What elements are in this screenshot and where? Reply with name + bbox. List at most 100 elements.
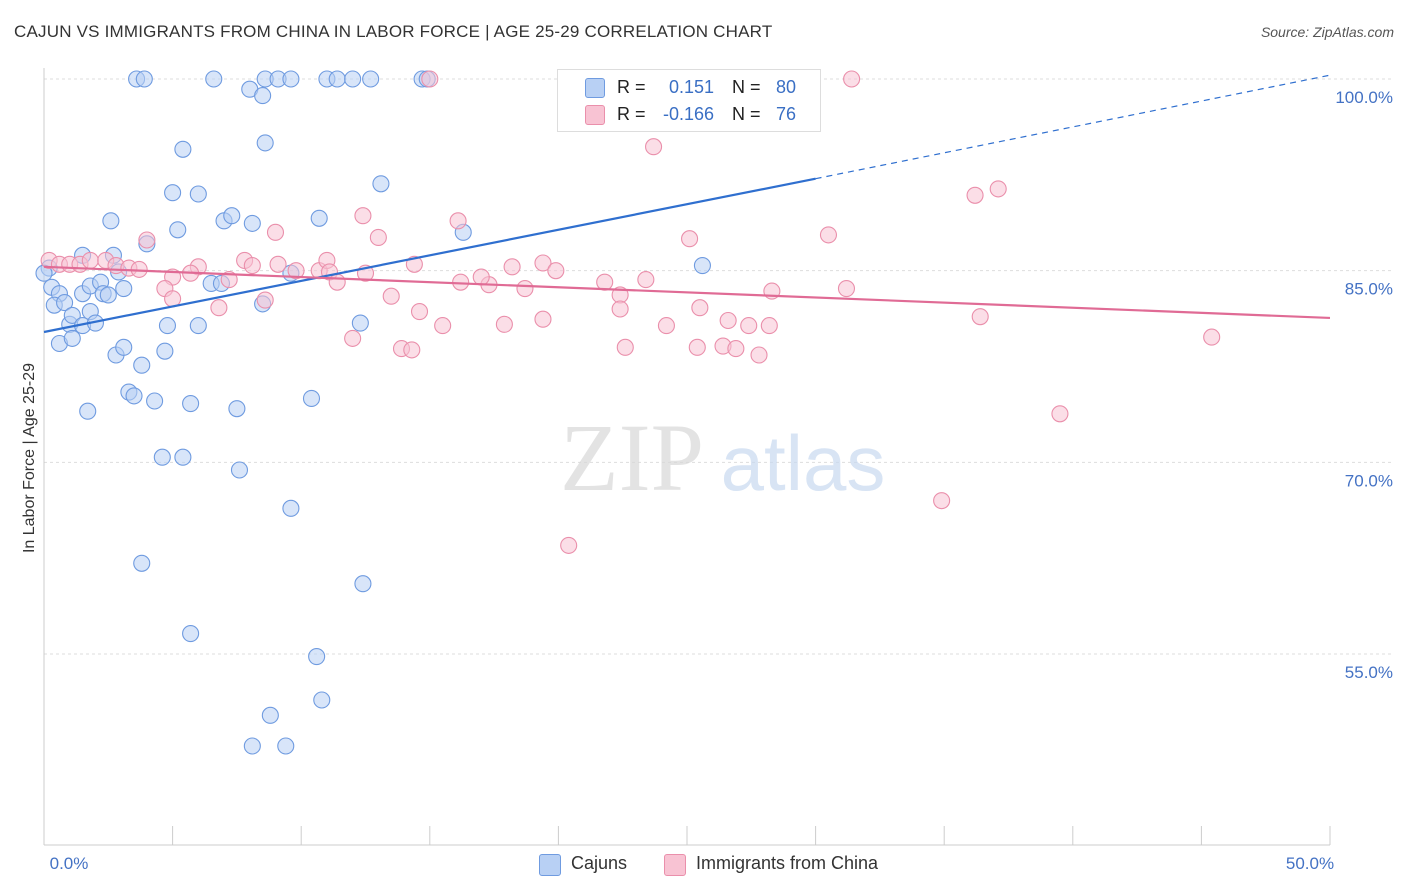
cajun-point[interactable] — [133, 356, 151, 374]
cajun-point[interactable] — [243, 737, 261, 755]
cajun-point[interactable] — [310, 209, 328, 227]
cajun-point[interactable] — [174, 448, 192, 466]
china-point[interactable] — [403, 341, 421, 359]
cajun-point[interactable] — [63, 306, 81, 324]
cajun-point[interactable] — [256, 134, 274, 152]
cajun-point[interactable] — [328, 70, 346, 88]
china-point[interactable] — [328, 273, 346, 291]
cajun-point[interactable] — [79, 402, 97, 420]
cajun-point[interactable] — [351, 314, 369, 332]
cajun-point[interactable] — [182, 395, 200, 413]
cajun-point[interactable] — [115, 338, 133, 356]
china-point[interactable] — [210, 299, 228, 317]
china-point[interactable] — [560, 536, 578, 554]
cajun-point[interactable] — [182, 625, 200, 643]
cajun-point[interactable] — [223, 207, 241, 225]
china-point[interactable] — [472, 268, 490, 286]
cajun-point[interactable] — [164, 184, 182, 202]
watermark-atlas: atlas — [721, 419, 886, 507]
cajun-point[interactable] — [189, 185, 207, 203]
china-point[interactable] — [688, 338, 706, 356]
cajun-point[interactable] — [99, 286, 117, 304]
china-point[interactable] — [611, 300, 629, 318]
cajun-point[interactable] — [308, 648, 326, 666]
cajun-points — [35, 70, 711, 755]
cajun-point[interactable] — [354, 575, 372, 593]
china-point[interactable] — [516, 280, 534, 298]
china-point[interactable] — [843, 70, 861, 88]
china-point[interactable] — [449, 212, 467, 230]
china-point[interactable] — [727, 340, 745, 358]
china-point[interactable] — [434, 317, 452, 335]
cajun-point[interactable] — [169, 221, 187, 239]
china-point[interactable] — [691, 299, 709, 317]
china-point[interactable] — [616, 338, 634, 356]
cajun-point[interactable] — [261, 706, 279, 724]
cajun-point[interactable] — [158, 317, 177, 335]
china-point[interactable] — [740, 317, 758, 335]
china-point[interactable] — [534, 254, 552, 272]
cajun-point[interactable] — [313, 691, 331, 709]
china-point[interactable] — [534, 310, 552, 328]
cajun-point[interactable] — [205, 70, 223, 88]
china-point[interactable] — [637, 271, 655, 289]
china-point[interactable] — [657, 317, 675, 335]
cajun-point[interactable] — [174, 140, 192, 158]
cajun-point[interactable] — [693, 257, 711, 275]
china-point[interactable] — [81, 251, 99, 269]
china-point[interactable] — [971, 308, 989, 326]
china-point[interactable] — [837, 280, 856, 298]
china-point[interactable] — [596, 273, 614, 291]
cajun-point[interactable] — [230, 461, 249, 479]
china-point[interactable] — [1051, 405, 1069, 423]
cajun-point[interactable] — [277, 737, 295, 755]
cajun-point[interactable] — [115, 280, 133, 298]
china-point[interactable] — [645, 138, 663, 156]
china-point[interactable] — [287, 262, 305, 280]
china-point[interactable] — [382, 287, 400, 305]
china-point[interactable] — [819, 226, 838, 244]
cajun-point[interactable] — [146, 392, 164, 410]
china-point[interactable] — [220, 271, 238, 289]
china-point[interactable] — [269, 255, 287, 273]
china-point[interactable] — [503, 258, 521, 276]
china-point[interactable] — [547, 262, 565, 280]
cajun-point[interactable] — [125, 387, 143, 405]
cajun-point[interactable] — [156, 342, 174, 360]
china-point[interactable] — [966, 186, 984, 204]
cajun-point[interactable] — [56, 294, 74, 312]
cajun-point[interactable] — [362, 70, 380, 88]
cajun-point[interactable] — [135, 70, 153, 88]
china-point[interactable] — [421, 70, 439, 88]
china-point[interactable] — [344, 329, 362, 347]
china-point[interactable] — [256, 291, 274, 309]
cajun-point[interactable] — [344, 70, 362, 88]
china-point[interactable] — [933, 492, 951, 510]
cajun-point[interactable] — [102, 212, 120, 230]
cajun-point[interactable] — [282, 499, 300, 517]
china-point[interactable] — [750, 346, 768, 364]
china-point[interactable] — [354, 207, 372, 225]
china-point[interactable] — [138, 231, 156, 249]
china-point[interactable] — [266, 223, 285, 241]
cajun-point[interactable] — [372, 175, 390, 193]
cajun-point[interactable] — [189, 317, 207, 335]
china-point[interactable] — [369, 228, 387, 246]
china-point[interactable] — [243, 257, 261, 275]
cajun-point[interactable] — [133, 554, 151, 572]
china-point[interactable] — [1203, 328, 1221, 346]
china-point[interactable] — [681, 230, 699, 248]
cajun-point[interactable] — [254, 87, 272, 105]
china-point[interactable] — [760, 317, 778, 335]
china-point[interactable] — [719, 311, 737, 330]
china-point[interactable] — [495, 315, 513, 333]
china-point[interactable] — [989, 180, 1007, 198]
cajun-point[interactable] — [228, 400, 246, 418]
trend-layer — [43, 74, 1331, 334]
cajun-point[interactable] — [282, 70, 300, 88]
cajun-point[interactable] — [302, 389, 321, 407]
cajun-point[interactable] — [63, 329, 81, 347]
china-point[interactable] — [410, 303, 429, 321]
cajun-point[interactable] — [243, 214, 261, 232]
cajun-point[interactable] — [153, 448, 171, 466]
